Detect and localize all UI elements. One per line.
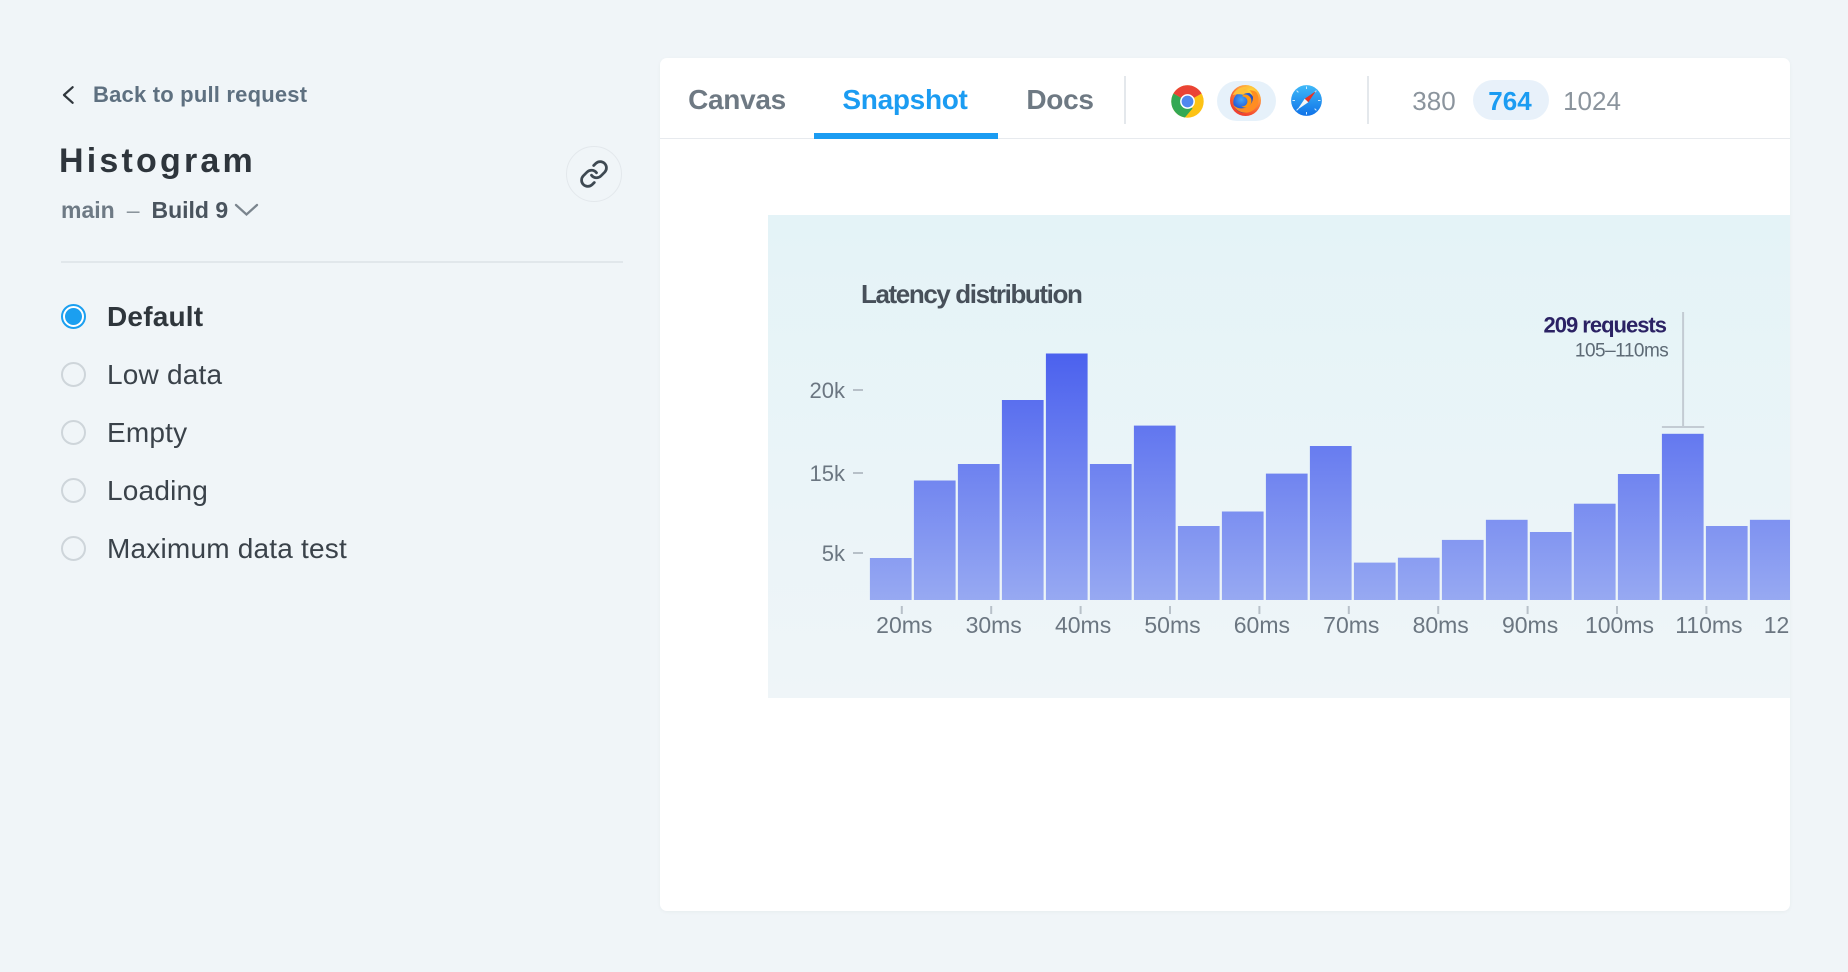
svg-text:120ms: 120ms xyxy=(1764,612,1790,638)
svg-text:105–110ms: 105–110ms xyxy=(1575,341,1668,362)
svg-text:100ms: 100ms xyxy=(1585,612,1654,638)
svg-text:209 requests: 209 requests xyxy=(1543,313,1666,338)
svg-text:70ms: 70ms xyxy=(1323,612,1379,638)
svg-text:5k: 5k xyxy=(822,541,846,566)
svg-text:15k: 15k xyxy=(810,461,846,486)
svg-text:110ms: 110ms xyxy=(1675,612,1742,638)
svg-text:40ms: 40ms xyxy=(1055,612,1111,638)
svg-text:Latency distribution: Latency distribution xyxy=(861,279,1082,309)
svg-text:90ms: 90ms xyxy=(1502,612,1558,638)
svg-text:80ms: 80ms xyxy=(1413,612,1469,638)
svg-text:20k: 20k xyxy=(810,378,846,403)
svg-text:20ms: 20ms xyxy=(876,612,932,638)
svg-text:50ms: 50ms xyxy=(1144,612,1200,638)
svg-text:60ms: 60ms xyxy=(1234,612,1290,638)
svg-text:30ms: 30ms xyxy=(966,612,1022,638)
